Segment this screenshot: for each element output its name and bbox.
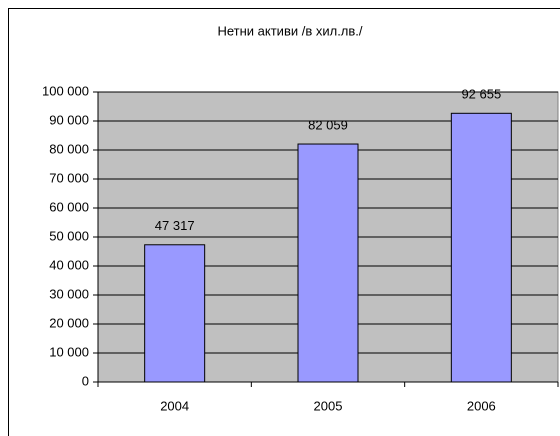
x-tick-label: 2006 xyxy=(467,398,496,413)
y-tick-label: 50 000 xyxy=(49,228,89,243)
bar xyxy=(144,244,206,383)
x-tick-label: 2004 xyxy=(160,398,189,413)
bar xyxy=(297,143,359,383)
y-tick-label: 40 000 xyxy=(49,257,89,272)
y-tick-label: 0 xyxy=(82,373,89,388)
data-label: 82 059 xyxy=(308,117,348,132)
y-tick-label: 20 000 xyxy=(49,315,89,330)
chart-title: Нетни активи /в хил.лв./ xyxy=(217,23,362,38)
y-tick-label: 70 000 xyxy=(49,170,89,185)
data-label: 47 317 xyxy=(155,218,195,233)
y-tick-label: 10 000 xyxy=(49,344,89,359)
y-tick-label: 90 000 xyxy=(49,112,89,127)
bar xyxy=(450,112,512,383)
y-tick-label: 30 000 xyxy=(49,286,89,301)
x-tick-label: 2005 xyxy=(314,398,343,413)
y-tick-label: 80 000 xyxy=(49,141,89,156)
y-tick-label: 60 000 xyxy=(49,199,89,214)
y-tick-label: 100 000 xyxy=(42,83,89,98)
data-label: 92 655 xyxy=(461,87,501,102)
